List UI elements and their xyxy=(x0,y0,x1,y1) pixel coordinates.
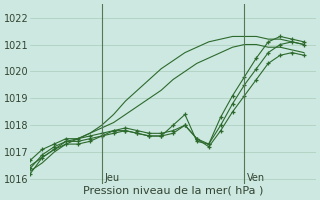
Text: Jeu: Jeu xyxy=(104,173,119,183)
Text: Ven: Ven xyxy=(247,173,265,183)
X-axis label: Pression niveau de la mer( hPa ): Pression niveau de la mer( hPa ) xyxy=(83,186,263,196)
